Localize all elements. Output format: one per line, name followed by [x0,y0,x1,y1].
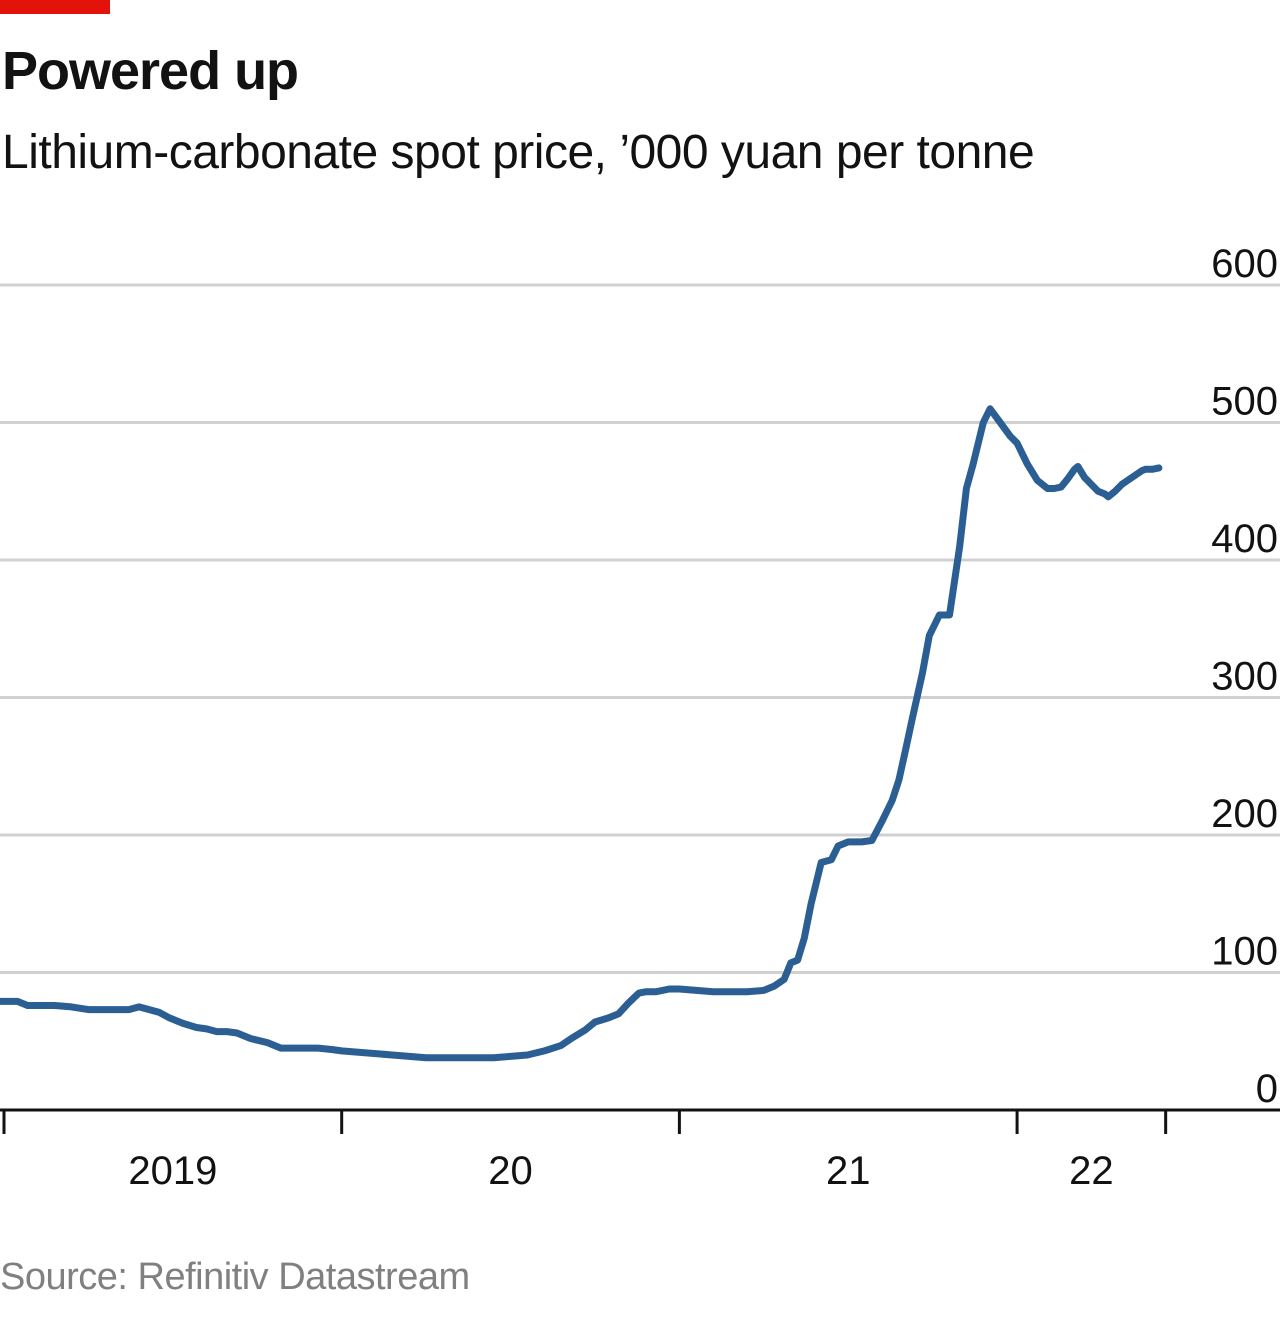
series-line-0 [0,405,1163,1062]
y-tick-label-400: 400 [1211,517,1278,561]
brand-red-tag [0,0,110,14]
chart-title: Powered up [2,41,299,101]
y-tick-label-600: 600 [1211,242,1278,286]
x-tick-label-21: 21 [826,1149,871,1193]
y-tick-label-0: 0 [1256,1067,1278,1111]
chart-subtitle: Lithium-carbonate spot price, ’000 yuan … [2,126,1035,179]
y-tick-label-100: 100 [1211,930,1278,974]
y-tick-label-300: 300 [1211,655,1278,699]
x-tick-label-2019: 2019 [128,1149,217,1193]
x-tick-label-20: 20 [488,1149,533,1193]
x-tick-label-22: 22 [1069,1149,1114,1193]
line-chart: 0 100 200 300 400 500 600 2019 20 21 22 [0,242,1280,1193]
source-note: Source: Refinitiv Datastream [0,1256,470,1298]
y-tick-label-200: 200 [1211,792,1278,836]
y-tick-label-500: 500 [1211,380,1278,424]
